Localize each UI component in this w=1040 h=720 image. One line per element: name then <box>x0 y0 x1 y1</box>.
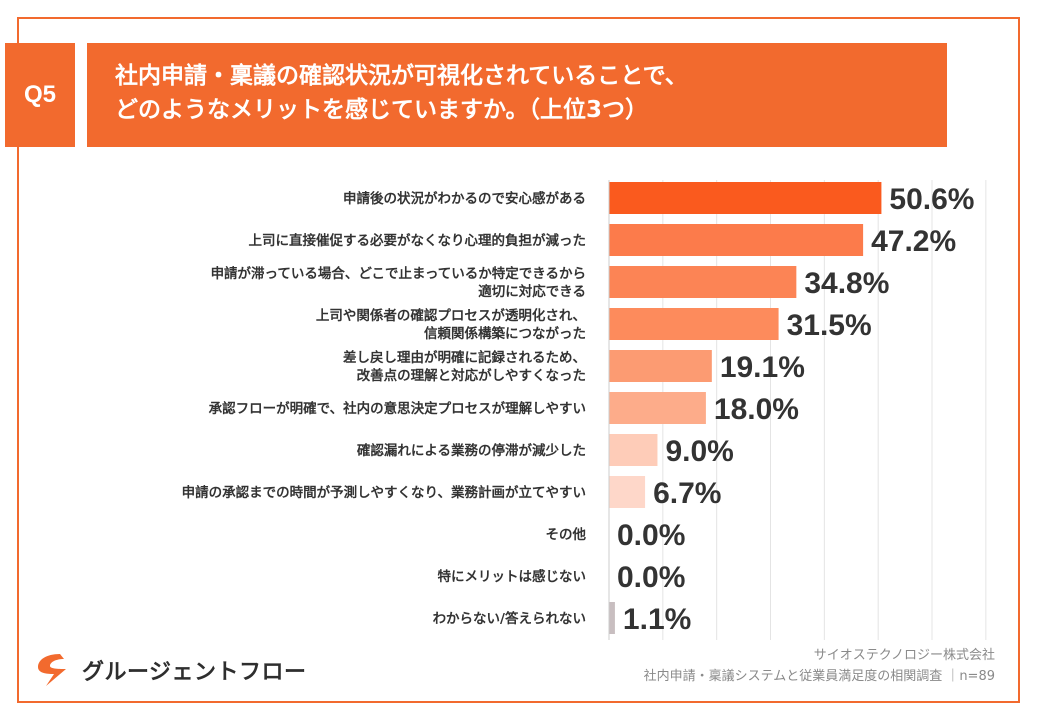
category-label: 改善点の理解と対応がしやすくなった <box>357 367 586 384</box>
bar-value-label: 9.0% <box>665 435 733 468</box>
bar-value-label: 0.0% <box>617 519 685 552</box>
bar-value-label: 18.0% <box>714 393 799 426</box>
logo-wordmark: グルージェントフロー <box>82 660 307 685</box>
bar <box>609 350 712 382</box>
bar <box>609 182 882 214</box>
bar-value-label: 6.7% <box>653 477 721 510</box>
flow-logo-icon <box>38 654 66 686</box>
question-number-badge: Q5 <box>5 43 75 147</box>
bar-value-label: 31.5% <box>787 309 872 342</box>
category-label: わからない/答えられない <box>433 610 586 627</box>
question-banner: 社内申請・稟議の確認状況が可視化されていることで、 どのようなメリットを感じてい… <box>87 43 947 147</box>
credit-company: サイオステクノロジー株式会社 <box>813 648 995 663</box>
brand-logo: グルージェントフロー <box>30 650 307 690</box>
bar-value-label: 50.6% <box>889 183 974 216</box>
category-label: 申請の承認までの時間が予測しやすくなり、業務計画が立てやすい <box>182 484 586 501</box>
source-credit: サイオステクノロジー株式会社 社内申請・稟議システムと従業員満足度の相関調査 ｜… <box>644 645 995 687</box>
bar <box>609 224 864 256</box>
bar <box>609 434 658 466</box>
bar-value-label: 0.0% <box>617 561 685 594</box>
bar <box>609 602 615 634</box>
bar <box>609 266 797 298</box>
category-label: 特にメリットは感じない <box>438 568 587 585</box>
bar-value-label: 47.2% <box>871 225 956 258</box>
question-title-line-2: どのようなメリットを感じていますか。（上位3つ） <box>115 97 649 123</box>
category-label: 上司に直接催促する必要がなくなり心理的負担が減った <box>249 232 587 249</box>
bar-value-label: 1.1% <box>623 603 691 636</box>
bar-value-label: 19.1% <box>720 351 805 384</box>
category-label: 承認フローが明確で、社内の意思決定プロセスが理解しやすい <box>209 400 586 417</box>
question-title-line-1: 社内申請・稟議の確認状況が可視化されていることで、 <box>115 63 688 89</box>
category-label: 申請後の状況がわかるので安心感がある <box>343 190 586 207</box>
category-label: 確認漏れによる業務の停滞が減少した <box>357 442 586 459</box>
category-label: 信頼関係構築につながった <box>424 325 586 342</box>
bar-value-label: 34.8% <box>804 267 889 300</box>
bar <box>609 308 779 340</box>
category-label: 上司や関係者の確認プロセスが透明化され、 <box>316 307 586 324</box>
card-frame <box>17 17 1020 703</box>
category-label: その他 <box>546 526 587 543</box>
bar <box>609 476 646 508</box>
credit-survey: 社内申請・稟議システムと従業員満足度の相関調査 ｜n=89 <box>643 669 995 684</box>
category-label: 適切に対応できる <box>478 283 586 300</box>
category-label: 差し戻し理由が明確に記録されるため、 <box>343 349 586 366</box>
bar <box>609 392 706 424</box>
category-label: 申請が滞っている場合、どこで止まっているか特定できるから <box>211 265 586 282</box>
